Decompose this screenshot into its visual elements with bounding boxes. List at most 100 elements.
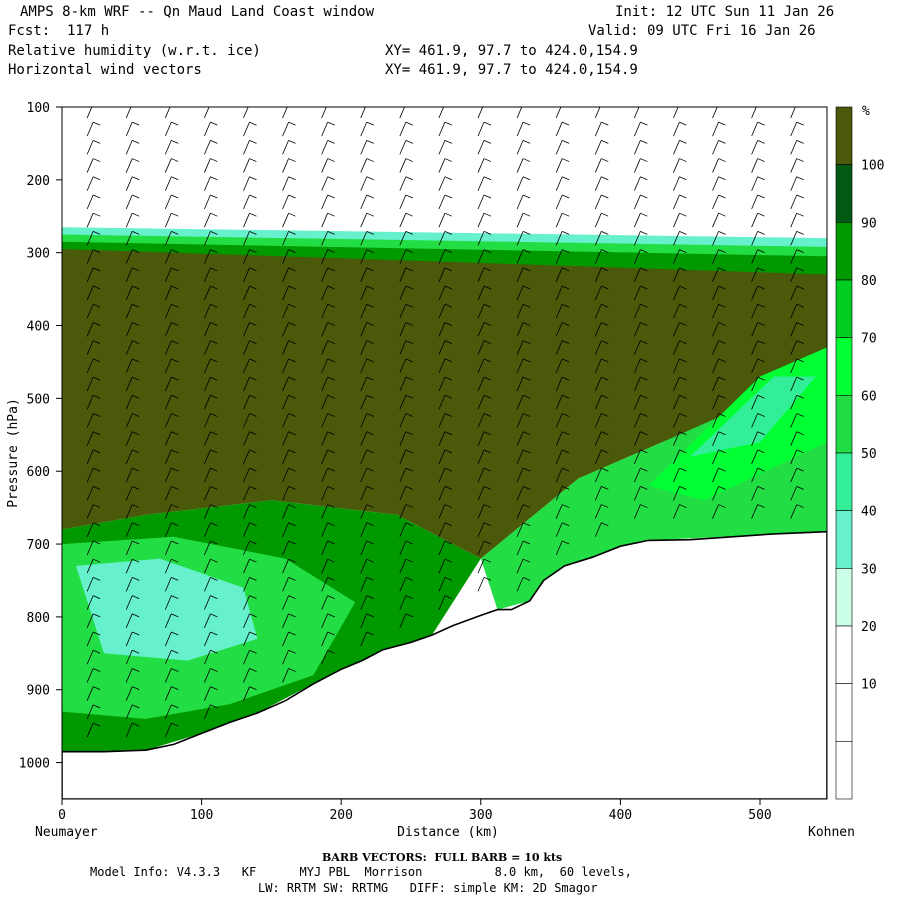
wind-barb-flag [522, 194, 531, 199]
wind-barb-flag [483, 322, 492, 326]
wind-barb-flag [562, 522, 570, 527]
wind-barb-flag [562, 285, 570, 290]
wind-barb [321, 413, 329, 428]
wind-barb-flag [522, 158, 531, 162]
wind-barb-flag [210, 467, 218, 472]
wind-barb-flag [92, 394, 101, 399]
wind-barb-flag [249, 449, 257, 454]
wind-barb [86, 559, 94, 574]
wind-barb [360, 413, 368, 428]
wind-barb-flag [640, 467, 648, 472]
wind-barb [86, 194, 94, 210]
wind-barb [399, 176, 407, 191]
colorbar: 100 90 80 70 60 50 40 30 20 10 [835, 106, 884, 800]
wind-barb-flag [405, 158, 413, 162]
wind-barb [86, 140, 94, 155]
wind-barb [360, 449, 368, 465]
wind-barb [282, 613, 289, 628]
wind-barb-flag [444, 340, 453, 345]
wind-barb [790, 107, 796, 119]
wind-barb [516, 376, 524, 392]
wind-barb-flag [640, 121, 648, 126]
wind-barb [751, 107, 757, 119]
wind-barb-flag [483, 158, 492, 162]
wind-barb-flag [718, 194, 726, 199]
x-tick-label: 300 [469, 808, 492, 823]
wind-barb [204, 704, 211, 720]
wind-barb-flag [562, 121, 570, 126]
wind-barb [86, 413, 94, 428]
wind-barb [125, 413, 133, 428]
wind-barb-flag [522, 504, 531, 508]
wind-barb-flag [444, 176, 453, 181]
wind-barb [555, 107, 562, 119]
wind-barb-flag [366, 431, 374, 436]
wind-barb [204, 107, 210, 119]
wind-barb [790, 322, 798, 337]
wind-barb-flag [249, 467, 257, 472]
wind-barb-flag [288, 540, 296, 545]
wind-barb [125, 376, 133, 392]
wind-barb-flag [796, 158, 804, 162]
wind-barb [125, 176, 133, 191]
wind-barb [243, 249, 250, 264]
wind-barb [751, 431, 758, 446]
wind-barb-flag [366, 194, 374, 199]
wind-barb [516, 431, 524, 446]
wind-barb [125, 650, 133, 665]
wind-barb [321, 285, 329, 301]
wind-barb-flag [171, 613, 179, 618]
wind-barb-flag [92, 504, 101, 508]
wind-barb [712, 340, 719, 355]
model-info: Model Info: V4.3.3 KF MYJ PBL Morrison 8… [90, 865, 632, 879]
wind-barb-flag [601, 158, 609, 162]
wind-barb [633, 194, 641, 210]
wind-barb [399, 431, 407, 446]
wind-barb-flag [522, 394, 531, 399]
wind-barb [204, 358, 211, 374]
wind-barb [751, 176, 758, 191]
wind-barb [594, 231, 602, 246]
wind-barb [438, 304, 446, 319]
wind-barb-flag [366, 504, 374, 508]
wind-barb-flag [171, 431, 179, 436]
wind-barb-flag [483, 231, 492, 235]
wind-barb [360, 249, 368, 264]
wind-barb [125, 722, 133, 738]
wind-barb-flag [405, 176, 413, 181]
wind-barb [673, 267, 680, 282]
wind-barb [282, 376, 289, 392]
wind-barb-flag [249, 194, 257, 199]
wind-barb [751, 376, 758, 392]
wind-barb-flag [679, 303, 687, 308]
wind-barb [594, 340, 602, 355]
wind-barb-flag [210, 285, 218, 290]
wind-barb [321, 304, 329, 319]
valid-time: Valid: 09 UTC Fri 16 Jan 26 [588, 23, 816, 39]
wind-barb [204, 540, 211, 556]
wind-barb [164, 121, 172, 137]
wind-barb [321, 504, 329, 519]
wind-barb [399, 504, 407, 519]
wind-barb [712, 395, 719, 410]
wind-barb-flag [171, 558, 179, 563]
wind-barb-flag [249, 649, 257, 654]
wind-barb [790, 395, 798, 410]
wind-barb [243, 613, 250, 628]
wind-barb [438, 431, 446, 446]
wind-barb [321, 449, 329, 465]
wind-barb [516, 559, 524, 574]
wind-barb [243, 449, 250, 465]
wind-barb-flag [210, 577, 218, 581]
wind-barb [125, 285, 133, 301]
rh-band-over-100 [62, 249, 827, 559]
wind-barb-flag [718, 358, 726, 363]
wind-barb-flag [210, 121, 218, 126]
wind-barb [321, 395, 329, 410]
wind-barb [204, 395, 211, 410]
wind-barb [282, 267, 289, 282]
wind-barb-flag [444, 467, 453, 472]
wind-barb-flag [757, 194, 765, 199]
wind-barb-flag [210, 303, 218, 308]
wind-barb-flag [327, 212, 335, 217]
